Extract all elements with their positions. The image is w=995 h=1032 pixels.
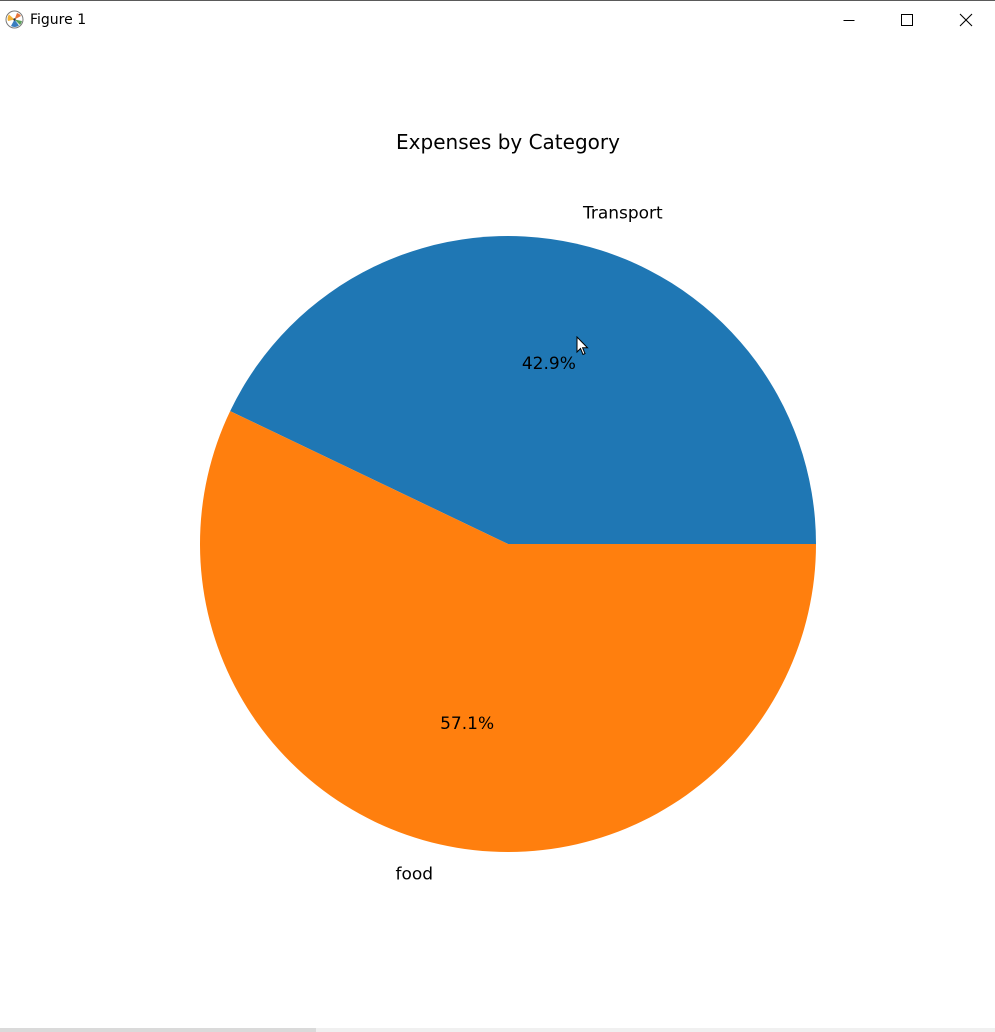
pie-chart: Expenses by Category Transport 42.9% food 5… xyxy=(200,130,816,884)
matplotlib-app-icon xyxy=(5,10,24,29)
minimize-button[interactable] xyxy=(820,1,878,39)
chart-title: Expenses by Category xyxy=(396,130,620,154)
slice-percent-transport: 42.9% xyxy=(522,354,576,374)
minimize-icon xyxy=(843,20,855,21)
maximize-button[interactable] xyxy=(878,1,936,39)
slice-label-transport: Transport xyxy=(582,204,663,224)
close-icon xyxy=(959,13,973,27)
pie-slice-transport xyxy=(230,236,816,544)
slice-percent-food: 57.1% xyxy=(440,714,494,734)
slice-label-food: food xyxy=(395,864,433,884)
pie-slice-food xyxy=(200,411,816,852)
figure-canvas[interactable]: Expenses by Category Transport 42.9% food 5… xyxy=(0,39,995,1028)
status-strip xyxy=(0,1028,316,1032)
title-bar[interactable]: Figure 1 xyxy=(0,1,995,39)
close-button[interactable] xyxy=(937,1,995,39)
status-strip-rest xyxy=(316,1028,995,1032)
window-title: Figure 1 xyxy=(30,12,87,28)
maximize-icon xyxy=(901,14,913,26)
